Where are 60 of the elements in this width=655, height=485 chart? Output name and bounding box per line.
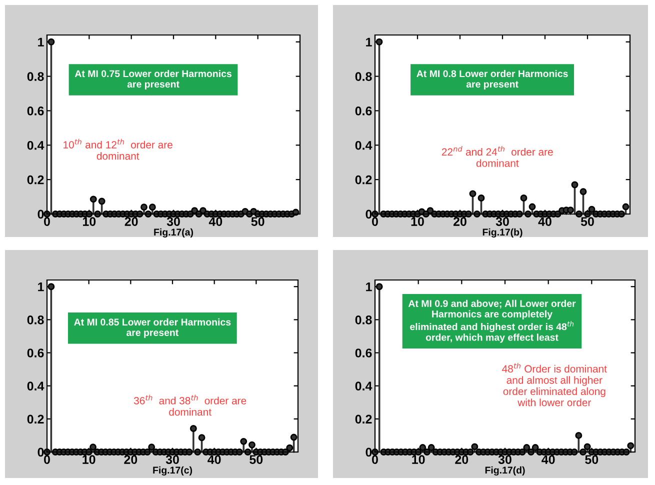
x-tick-label: 10 <box>82 455 96 464</box>
y-tick-label: 0 <box>38 210 44 219</box>
annotation: 10$^{th}$ and 12$^{th}$ order are dominant <box>64 138 172 160</box>
annotation: 22$^{nd}$ and 24$^{th}$ order are dominant <box>442 146 553 167</box>
annotation: At MI 0.85 Lower order Harmonics are present <box>74 318 231 338</box>
y-tick-label: 0.4 <box>27 140 44 150</box>
annotation: 36$^{th}$ and 38$^{th}$ order are dominant <box>134 394 246 416</box>
y-tick-label: 0 <box>38 448 44 457</box>
y-tick-label: 0.4 <box>355 140 372 150</box>
x-axis-title: Fig.17(c) <box>153 466 192 476</box>
x-tick-label: 30 <box>498 455 512 464</box>
x-tick-label: 10 <box>411 217 424 226</box>
x-tick-label: 30 <box>166 217 180 226</box>
y-tick-label: 0.6 <box>27 106 44 116</box>
x-tick-label: 30 <box>166 455 179 464</box>
annotation: At MI 0.75 Lower order Harmonics are present <box>74 70 232 90</box>
y-tick-label: 0.6 <box>27 348 44 358</box>
y-tick-label: 0.8 <box>27 72 44 81</box>
x-tick-label: 0 <box>44 455 50 464</box>
x-tick-label: 0 <box>372 217 378 226</box>
annotation: At MI 0.8 Lower order Harmonics are present <box>416 70 568 90</box>
x-tick-label: 0 <box>372 455 378 464</box>
x-tick-label: 40 <box>538 217 552 226</box>
y-tick-label: 0.8 <box>27 315 44 324</box>
y-tick-label: 1 <box>38 38 44 46</box>
x-tick-label: 0 <box>44 217 50 226</box>
x-tick-label: 30 <box>496 217 509 226</box>
x-axis-title: Fig.17(a) <box>154 228 194 238</box>
x-tick-label: 50 <box>251 217 264 226</box>
x-tick-label: 50 <box>580 217 594 226</box>
y-tick-label: 1 <box>366 282 372 292</box>
x-tick-label: 20 <box>124 455 138 464</box>
x-tick-label: 20 <box>455 455 468 464</box>
x-tick-label: 50 <box>585 455 598 464</box>
y-tick-label: 0 <box>366 210 372 219</box>
text: At MI 0.9 and above; All Lower order Harmonics are completely eliminated and highest order is 48$^{th}$ order, which may effect least <box>408 300 576 343</box>
x-tick-label: 40 <box>208 455 221 464</box>
y-tick-label: 0.6 <box>355 106 372 116</box>
y-tick-label: 0.8 <box>355 315 372 324</box>
x-axis-title: Fig.17(b) <box>482 228 522 238</box>
y-tick-label: 0.2 <box>27 414 44 424</box>
x-axis-title: Fig.17(d) <box>485 466 525 476</box>
y-tick-label: 0.4 <box>355 382 372 390</box>
x-tick-label: 20 <box>124 217 138 226</box>
x-tick-label: 20 <box>453 217 466 226</box>
x-tick-label: 10 <box>412 455 425 464</box>
y-tick-label: 0.8 <box>355 72 372 81</box>
y-tick-label: 0.2 <box>27 175 44 184</box>
y-tick-label: 0.4 <box>27 382 44 390</box>
annotation: 48$^{th}$ Order is dominant and almost all higher order eliminated along with lower order <box>502 362 607 406</box>
x-tick-label: 40 <box>542 455 555 464</box>
x-tick-label: 10 <box>83 217 96 226</box>
x-tick-label: 40 <box>208 217 222 226</box>
y-tick-label: 0.2 <box>355 175 372 184</box>
y-tick-label: 0.2 <box>355 414 372 424</box>
y-tick-label: 1 <box>366 38 372 46</box>
y-tick-label: 0 <box>366 448 372 457</box>
x-tick-label: 50 <box>250 455 263 464</box>
y-tick-label: 0.6 <box>355 348 372 358</box>
y-tick-label: 1 <box>38 282 44 292</box>
